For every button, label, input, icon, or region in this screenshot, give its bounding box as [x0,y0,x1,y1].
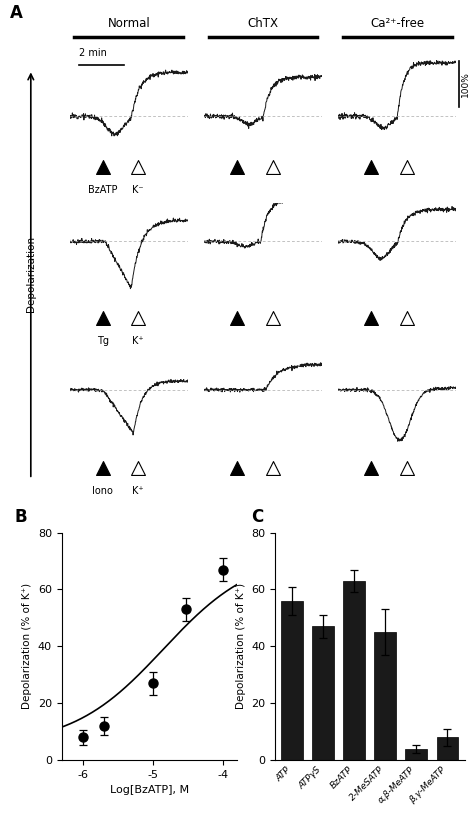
Point [355,359,363,372]
Text: 100%: 100% [461,71,470,97]
Y-axis label: Depolarization (% of K⁺): Depolarization (% of K⁺) [236,583,246,710]
Text: ChTX: ChTX [247,17,279,30]
Point [220,58,228,71]
Text: BzATP: BzATP [88,185,118,195]
Text: K⁺: K⁺ [132,486,144,496]
Y-axis label: Depolarization (% of K⁺): Depolarization (% of K⁺) [22,583,32,710]
Text: K⁻: K⁻ [132,185,144,195]
Point [319,208,327,221]
Bar [312,626,334,760]
Point [319,58,327,71]
Point [355,208,363,221]
Point [454,359,461,372]
Bar [437,737,458,760]
Point [319,359,327,372]
Text: C: C [251,508,264,526]
Point [185,208,193,221]
Text: A: A [9,4,22,22]
Bar [374,633,396,760]
Point [220,359,228,372]
Point [185,359,193,372]
Point [454,58,461,71]
Text: Tg: Tg [97,336,109,346]
Point [454,208,461,221]
Text: B: B [14,508,27,526]
Point [220,208,228,221]
Bar [343,580,365,760]
Point [185,58,193,71]
Bar [281,601,303,760]
Point [355,58,363,71]
Text: Depolarization: Depolarization [26,237,36,312]
Text: 2 min: 2 min [79,48,107,58]
Text: Ca²⁺-free: Ca²⁺-free [370,17,424,30]
Text: K⁺: K⁺ [132,336,144,346]
Text: Iono: Iono [92,486,113,496]
Bar [405,749,427,760]
Text: Normal: Normal [108,17,150,30]
X-axis label: Log[BzATP], M: Log[BzATP], M [110,785,189,795]
